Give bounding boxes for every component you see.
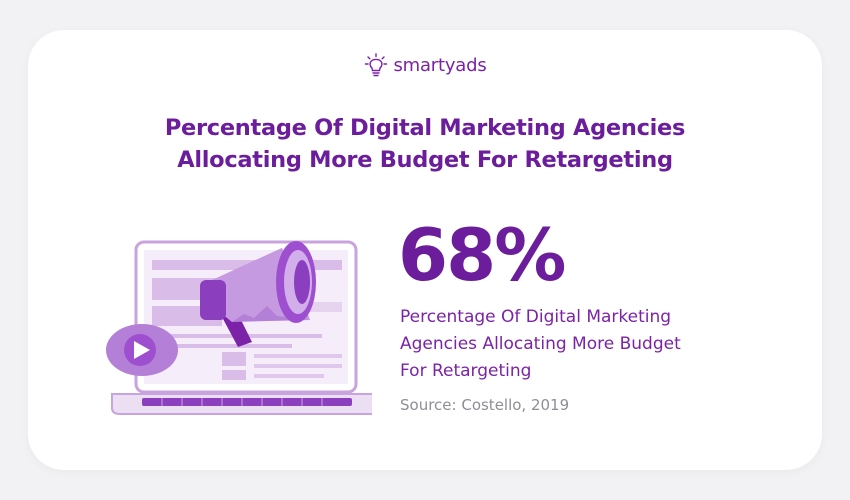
source-citation: Source: Costello, 2019 <box>400 396 570 414</box>
screen-block-4 <box>222 352 246 366</box>
screen-line-2 <box>152 344 292 348</box>
screen-line-4 <box>254 364 342 368</box>
brand-logo: smartyads <box>28 52 822 78</box>
megaphone-icon <box>200 241 316 347</box>
page-title: Percentage Of Digital Marketing Agencies… <box>28 112 822 176</box>
laptop-megaphone-illustration <box>106 240 372 415</box>
stat-description: Percentage Of Digital Marketing Agencies… <box>400 304 740 385</box>
screen-block-5 <box>222 370 246 380</box>
stat-value: 68% <box>398 213 566 297</box>
description-line-2: Agencies Allocating More Budget <box>400 334 681 354</box>
laptop-keyboard <box>142 398 352 406</box>
screen-line-3 <box>254 354 342 358</box>
title-line-2: Allocating More Budget For Retargeting <box>177 147 673 173</box>
title-line-1: Percentage Of Digital Marketing Agencies <box>164 115 686 141</box>
description-line-3: For Retargeting <box>400 361 532 381</box>
play-icon <box>106 324 178 376</box>
lightbulb-icon <box>365 53 388 77</box>
brand-name: smartyads <box>393 54 487 76</box>
description-line-1: Percentage Of Digital Marketing <box>400 307 672 327</box>
infographic-card: smartyads Percentage Of Digital Marketin… <box>28 30 822 470</box>
screen-line-5 <box>254 374 324 378</box>
